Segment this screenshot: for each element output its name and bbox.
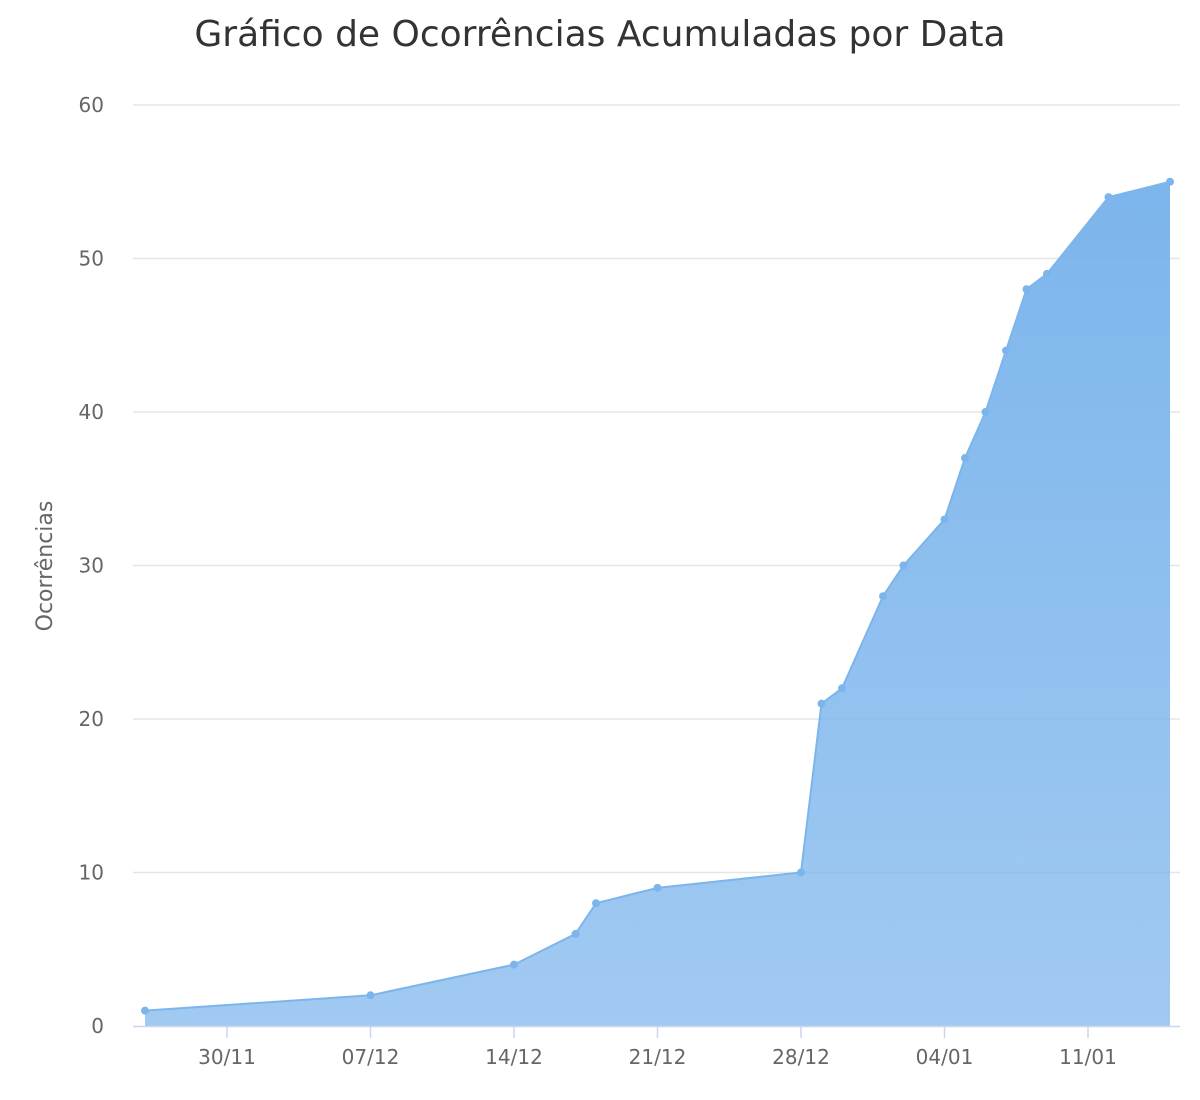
data-point (940, 515, 949, 524)
data-point (592, 899, 600, 908)
x-tick-label: 30/11 (198, 1045, 256, 1069)
data-point (797, 868, 805, 877)
data-point (899, 561, 908, 570)
data-point (571, 929, 580, 938)
data-point (1022, 285, 1031, 294)
x-tick-label: 21/12 (629, 1045, 687, 1069)
y-axis: 0 10 20 30 40 50 60 (79, 93, 104, 1038)
data-point (981, 408, 990, 416)
area-series (144, 180, 1171, 1026)
data-point (1043, 269, 1051, 278)
y-tick-label: 20 (79, 707, 104, 731)
x-tick-label: 07/12 (342, 1045, 400, 1069)
y-axis-title: Ocorrências (33, 501, 58, 632)
x-tick-label: 04/01 (916, 1045, 974, 1069)
y-tick-label: 0 (91, 1014, 104, 1038)
data-point (510, 960, 518, 969)
data-point (1166, 177, 1174, 186)
x-tick-label: 28/12 (772, 1045, 830, 1069)
y-tick-label: 60 (79, 93, 104, 117)
grid-lines (133, 104, 1180, 874)
data-point (838, 684, 846, 693)
y-tick-label: 30 (79, 554, 104, 578)
data-point (817, 699, 826, 708)
chart-title: Gráfico de Ocorrências Acumuladas por Da… (194, 14, 1006, 55)
y-tick-label: 50 (79, 247, 104, 271)
x-tick-label: 14/12 (485, 1045, 543, 1069)
data-point (879, 592, 887, 601)
data-points (141, 177, 1174, 1015)
data-point (1002, 346, 1010, 355)
y-tick-label: 40 (79, 400, 104, 424)
y-tick-label: 10 (79, 861, 104, 885)
x-tick-label: 11/01 (1059, 1045, 1117, 1069)
x-axis-labels: 30/11 07/12 14/12 21/12 28/12 04/01 11/01 (198, 1026, 1117, 1069)
data-point (653, 883, 662, 892)
data-point (961, 454, 969, 463)
data-point (141, 1006, 149, 1015)
data-point (1104, 193, 1113, 202)
area-fill (145, 181, 1170, 1026)
data-point (366, 991, 375, 1000)
